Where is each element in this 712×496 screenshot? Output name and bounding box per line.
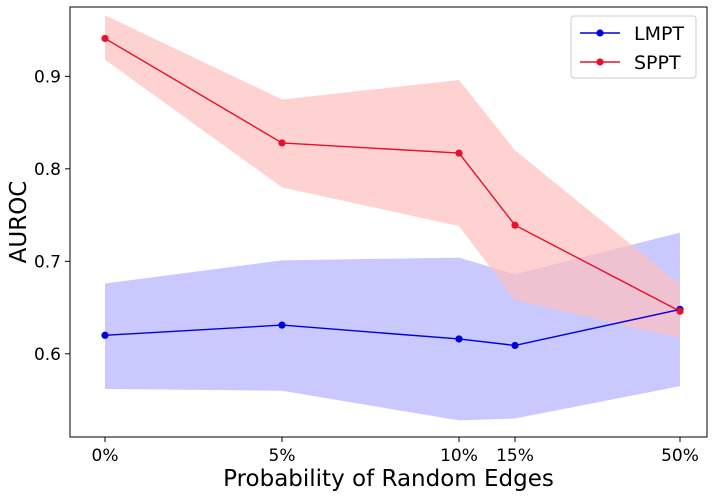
x-axis-label: Probability of Random Edges [223, 466, 554, 492]
sppt-point [511, 221, 519, 229]
sppt-point [278, 139, 286, 147]
x-tick-label: 10% [440, 446, 478, 466]
lmpt-point [101, 331, 109, 339]
legend: LMPT SPPT [570, 15, 697, 79]
confidence-bands [105, 15, 680, 421]
sppt-confidence-band [105, 15, 680, 339]
lmpt-legend-label: LMPT [634, 23, 684, 45]
series-points [101, 34, 684, 350]
lmpt-point [278, 321, 286, 329]
y-tick-label: 0.6 [34, 345, 61, 365]
lmpt-legend-marker [596, 29, 604, 37]
lmpt-point [455, 335, 463, 343]
x-tick-label: 15% [496, 446, 534, 466]
sppt-point [455, 149, 463, 157]
y-axis-label: AUROC [6, 181, 32, 264]
y-axis: 0.6 0.7 0.8 0.9 [34, 67, 70, 365]
x-tick-label: 5% [269, 446, 296, 466]
y-tick-label: 0.9 [34, 67, 61, 87]
x-tick-label: 50% [661, 446, 699, 466]
y-tick-label: 0.7 [34, 252, 61, 272]
sppt-point [676, 307, 684, 315]
x-axis: 0% 5% 10% 15% 50% [92, 437, 699, 466]
plot-frame [69, 6, 708, 438]
sppt-legend-label: SPPT [634, 52, 681, 74]
lmpt-point [511, 341, 519, 350]
sppt-legend-marker [596, 58, 604, 66]
x-tick-label: 0% [92, 446, 119, 466]
sppt-point [101, 34, 109, 43]
y-tick-label: 0.8 [34, 160, 61, 180]
